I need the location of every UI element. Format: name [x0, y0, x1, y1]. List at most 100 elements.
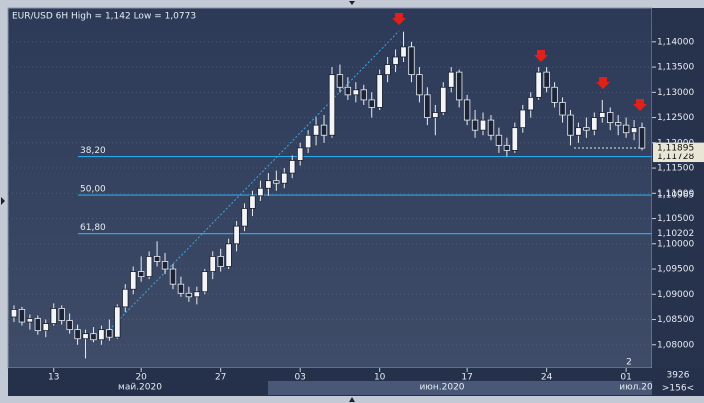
x-tick-label: 03 [294, 373, 305, 383]
candle-body [50, 308, 57, 324]
candle-body [424, 94, 431, 118]
candle-body [535, 71, 542, 98]
nav-arrow[interactable] [349, 397, 355, 402]
candle-body [10, 309, 18, 318]
candle-body [209, 256, 216, 272]
candle-body [392, 56, 399, 65]
candle-body [463, 99, 471, 121]
footer-range[interactable]: >156< [662, 384, 694, 394]
last-price-label: 1,11895 [657, 144, 694, 154]
candle-body [74, 329, 81, 340]
candle-body [567, 114, 574, 136]
candle-body [217, 256, 224, 267]
candle-body [630, 127, 638, 134]
candle-body [384, 64, 391, 76]
candle-body [328, 74, 336, 136]
candle-body [487, 119, 495, 136]
candle-body [559, 102, 566, 116]
x-tick-label: 13 [48, 373, 59, 383]
candle-body [471, 119, 479, 131]
nav-arrow[interactable] [349, 1, 355, 5]
price-axis [652, 8, 704, 368]
candle-body [153, 256, 161, 262]
fib-name: 61,80 [80, 223, 106, 233]
candle-body [114, 306, 121, 338]
y-tick-label: 1,11500 [657, 164, 694, 174]
candle-body [543, 71, 550, 88]
candle-body [432, 112, 439, 118]
y-tick-label: 1,09500 [657, 265, 694, 275]
price-tag [653, 151, 704, 163]
candle-body [607, 112, 614, 124]
arrow [596, 77, 610, 89]
candle-body [66, 320, 73, 331]
candle-body [312, 124, 320, 136]
candle-body [360, 89, 367, 101]
candle-body [201, 271, 208, 293]
candle-body [26, 318, 34, 323]
x-tick-label: 24 [541, 373, 553, 383]
candle-body [281, 172, 288, 184]
candle-body [352, 89, 360, 96]
x-tick-label: 17 [461, 373, 472, 383]
candle-body [241, 208, 248, 227]
candle-body [18, 309, 26, 323]
y-tick-label: 1,13500 [657, 63, 694, 73]
month-label: май.2020 [118, 383, 162, 393]
candle-body [273, 180, 280, 184]
candle-body [519, 109, 526, 129]
candle-body [296, 147, 304, 161]
candle-body [400, 46, 407, 58]
fib-name: 38,20 [80, 146, 106, 156]
trend-line [108, 30, 400, 331]
candle-body [479, 119, 487, 131]
candle-body [599, 112, 606, 118]
fib-value-label: 1,11728 [657, 152, 694, 162]
candle-body [42, 323, 49, 332]
candle-body [289, 160, 296, 174]
x-tick-label: 01 [620, 373, 631, 383]
candle-body [98, 329, 105, 341]
candle-body [137, 271, 145, 278]
candle-body [408, 46, 415, 76]
candle-body [249, 195, 256, 209]
fib-value-label: 1,10965 [657, 191, 694, 201]
candle-body [583, 127, 590, 131]
y-tick-label: 1,08000 [657, 340, 694, 350]
candle-body [130, 271, 137, 290]
candle-body [376, 74, 383, 108]
scrollbar[interactable] [268, 381, 652, 395]
y-tick-label: 1,11000 [657, 189, 694, 199]
candle-body [416, 74, 423, 96]
candle-body [575, 127, 582, 136]
candle-body [193, 291, 201, 298]
y-tick-label: 1,10500 [657, 214, 694, 224]
candle-body [320, 124, 328, 136]
candle-body [233, 225, 240, 245]
footer-count: 3926 [667, 371, 690, 381]
arrow [633, 99, 647, 111]
candle-body [527, 96, 534, 111]
candle-body [161, 261, 169, 270]
candle-body [82, 333, 89, 340]
candle-body [614, 122, 622, 126]
candle-body [265, 180, 272, 189]
candle-body [455, 71, 463, 101]
candle-body [106, 329, 113, 338]
candle-body [177, 283, 185, 294]
candle-body [225, 243, 232, 267]
candle-body [591, 117, 598, 131]
month-label: июн.2020 [419, 383, 464, 393]
y-tick-label: 1,08500 [657, 315, 694, 325]
candle-body [448, 71, 455, 88]
y-tick-label: 1,10000 [657, 239, 694, 249]
month-label: июл.20 [619, 383, 653, 393]
candle-body [34, 318, 42, 332]
nav-arrow[interactable] [1, 197, 5, 205]
candle-body [440, 86, 447, 113]
candle-body [185, 292, 193, 298]
fib-value-label: 1,10202 [657, 229, 694, 239]
candle-body [336, 74, 344, 88]
y-tick-label: 1,09000 [657, 290, 694, 300]
